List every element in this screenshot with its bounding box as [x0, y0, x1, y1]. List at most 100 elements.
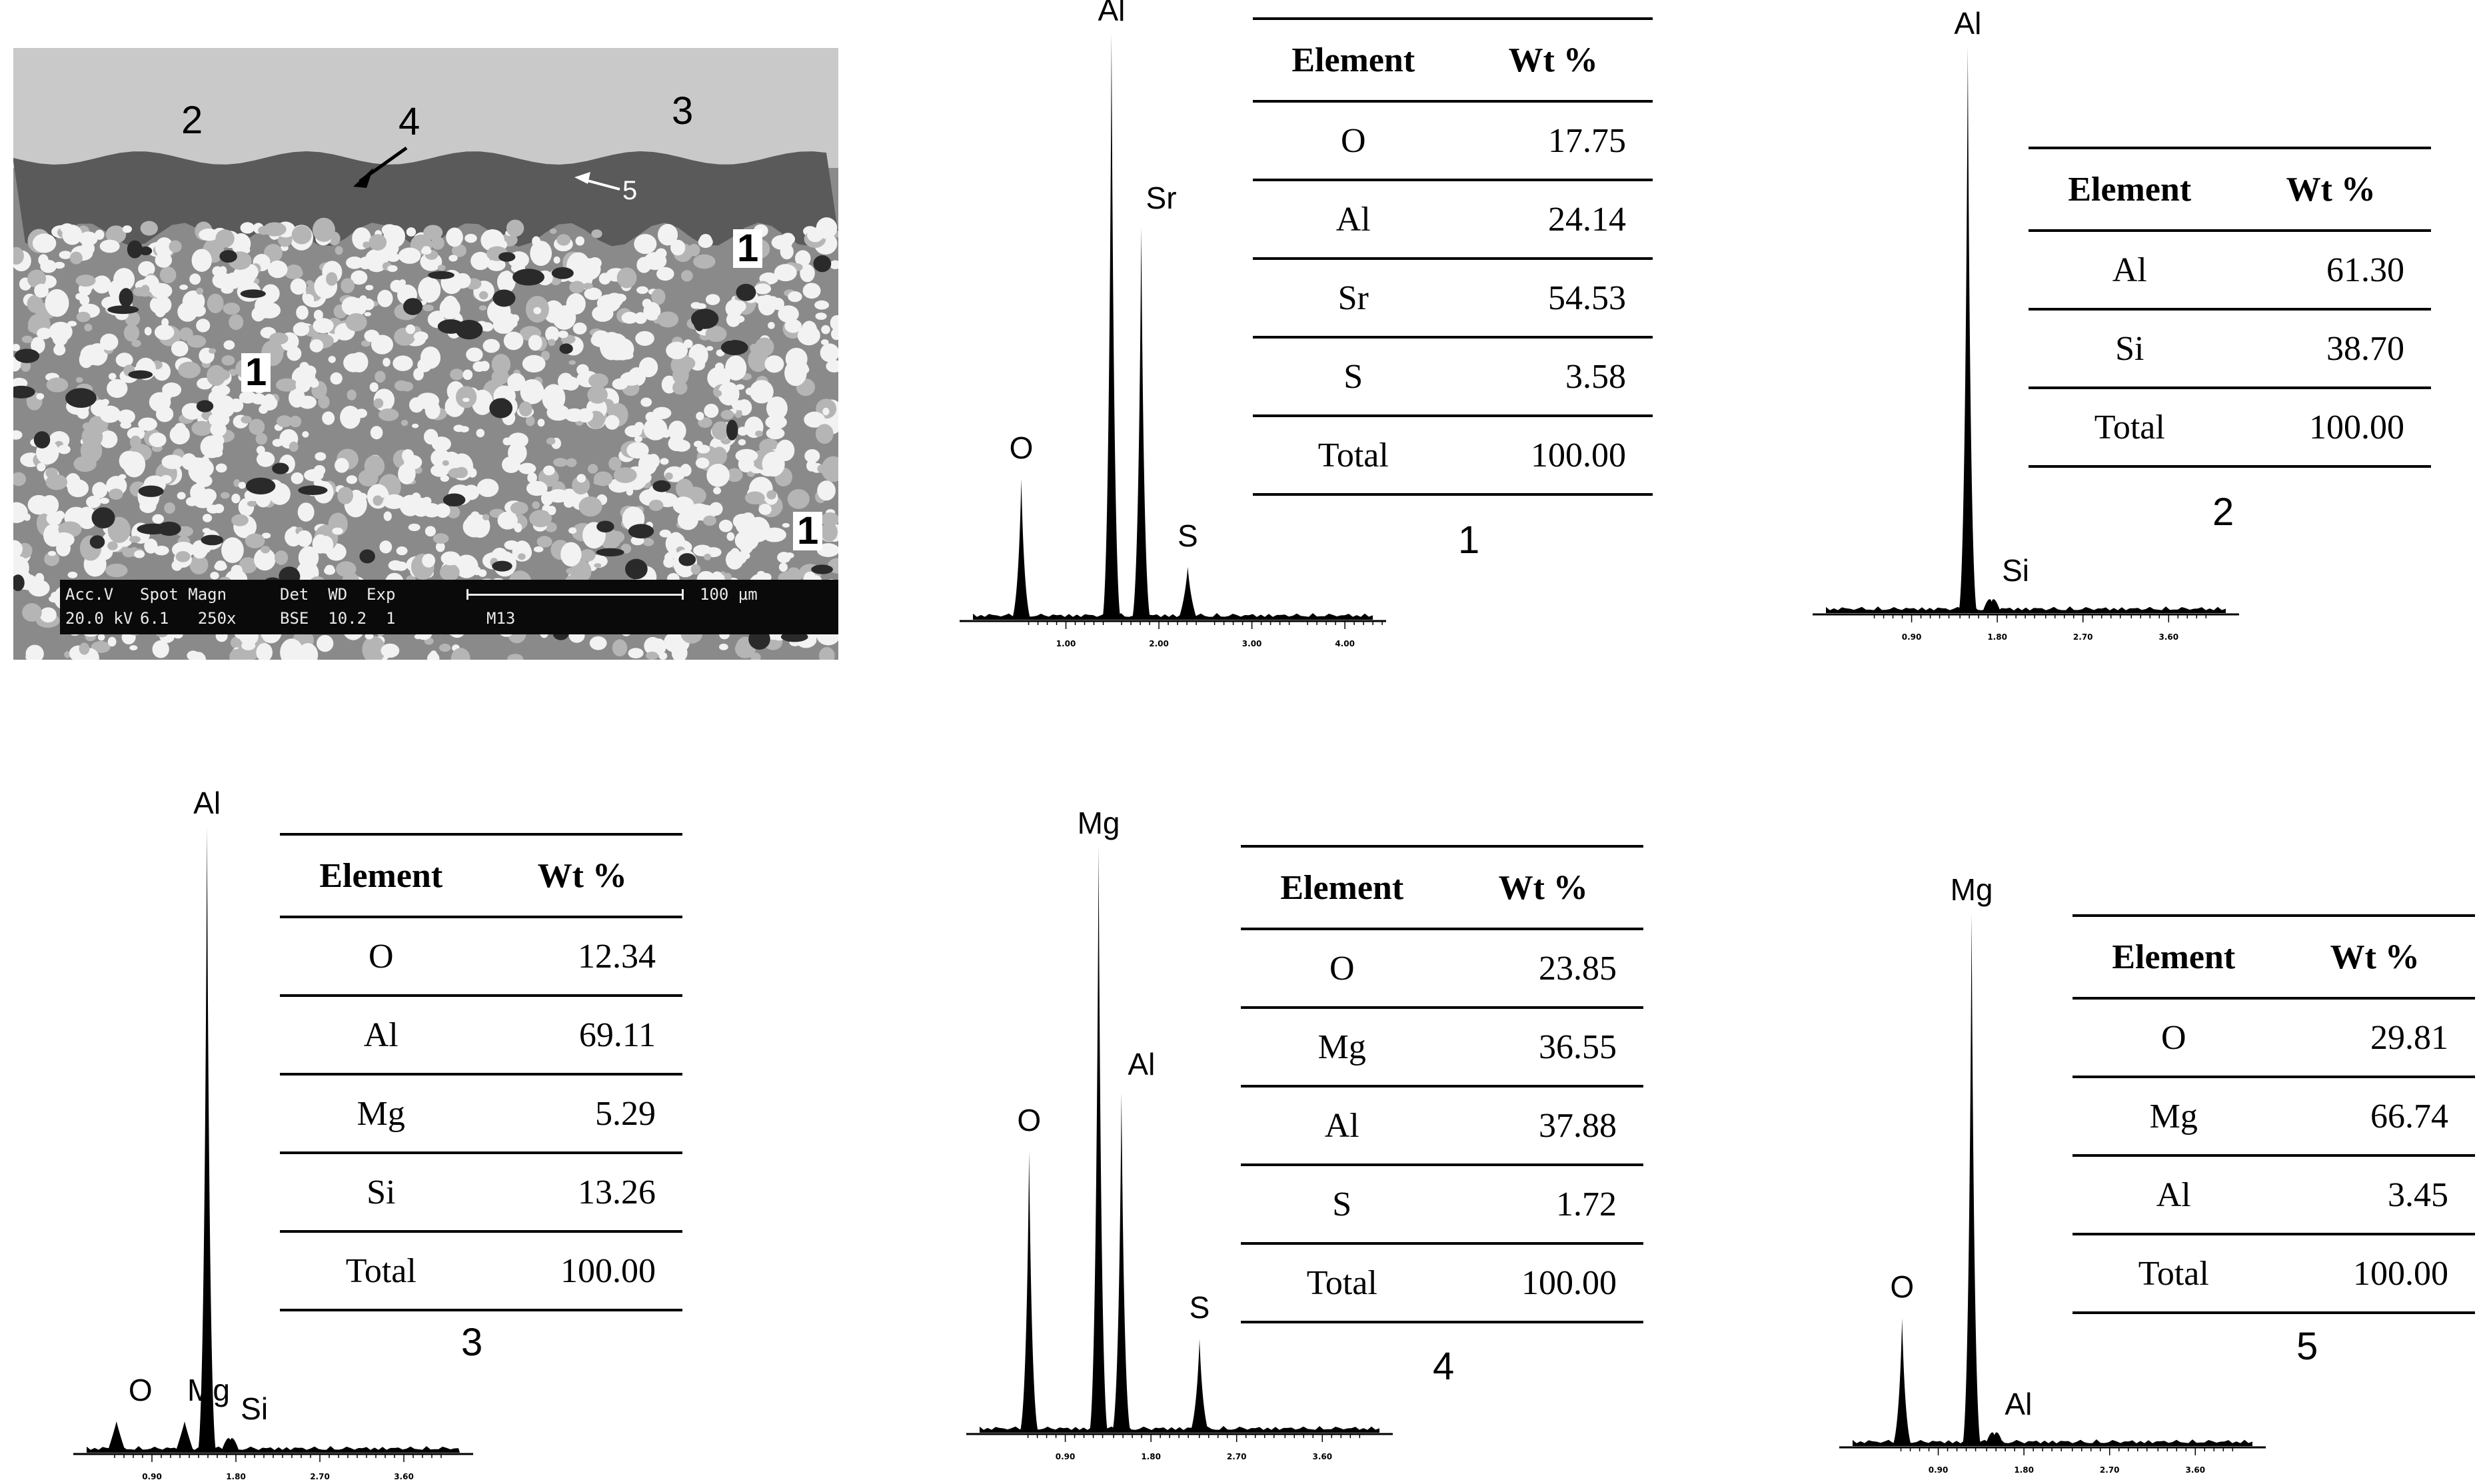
- table-row: Al 69.11: [280, 996, 682, 1076]
- tick-label: 1.80: [2014, 1465, 2034, 1475]
- spectrum-background: [1853, 1439, 2252, 1446]
- cell-wt: 100.00: [1453, 416, 1653, 496]
- spectrum-plot: 0.90 1.80 2.70 3.60: [966, 846, 1393, 1461]
- cell-wt: 100.00: [2274, 1234, 2475, 1314]
- sem-label-3: 3: [672, 89, 694, 133]
- cell-element: Al: [1253, 180, 1454, 260]
- cell-element: O: [280, 917, 482, 997]
- tick-label: 2.00: [1149, 639, 1169, 648]
- tick-label: 0.90: [142, 1472, 162, 1481]
- cell-element: Sr: [1253, 259, 1454, 339]
- table-header-element: Element: [1253, 17, 1454, 103]
- sem-image: [13, 48, 838, 660]
- spectrum-background: [973, 613, 1373, 620]
- table-row: S 1.72: [1241, 1165, 1643, 1245]
- eds-table-3: Element Wt % O 12.34 Al 69.11 Mg 5.29 Si 13.26 T…: [280, 833, 682, 1311]
- table-row: O 29.81: [2072, 998, 2475, 1078]
- table-row: Si 13.26: [280, 1153, 682, 1233]
- table-row: O 12.34: [280, 917, 682, 997]
- spectrum-peak: [197, 826, 217, 1453]
- tick-label: 4.00: [1335, 639, 1355, 648]
- cell-element: Mg: [280, 1074, 482, 1154]
- panel-number-1: 1: [1458, 518, 1480, 562]
- spectrum-background: [1826, 606, 2226, 613]
- table-row: Total 100.00: [280, 1231, 682, 1311]
- spectrum-peak: [1020, 1151, 1039, 1433]
- table-row: Al 3.45: [2072, 1155, 2475, 1235]
- cell-element: S: [1253, 337, 1454, 417]
- sem-label-2: 2: [181, 99, 203, 142]
- spectrum-peak: [175, 1421, 194, 1453]
- table-row: S 3.58: [1253, 337, 1653, 417]
- cell-element: Mg: [1241, 1008, 1443, 1088]
- table-row: Al 24.14: [1253, 180, 1653, 260]
- table-row: Mg 66.74: [2072, 1077, 2475, 1157]
- tick-label: 1.80: [1141, 1452, 1161, 1461]
- peak-label: Mg: [187, 1373, 230, 1407]
- peak-label: Sr: [1146, 181, 1177, 216]
- table-header-element: Element: [1241, 845, 1443, 930]
- peak-label: Al: [2005, 1387, 2033, 1421]
- cell-wt: 5.29: [482, 1074, 682, 1154]
- cell-wt: 3.58: [1453, 337, 1653, 417]
- table-row: Si 38.70: [2029, 309, 2431, 389]
- tick-label: 0.90: [1056, 1452, 1076, 1461]
- cell-wt: 37.88: [1443, 1086, 1643, 1166]
- tick-label: 1.80: [1987, 632, 2007, 642]
- cell-element: Al: [2029, 231, 2231, 311]
- databar-det-value: BSE 10.2 1: [280, 609, 396, 628]
- peak-label: Mg: [1077, 806, 1120, 840]
- spectrum-peak: [1012, 478, 1031, 620]
- databar-spot-value: 6.1 250x: [140, 609, 237, 628]
- table-row: Total 100.00: [1253, 416, 1653, 496]
- cell-element: Mg: [2072, 1077, 2275, 1157]
- databar-acc-value: 20.0 kV: [65, 609, 133, 628]
- tick-label: 0.90: [1902, 632, 1922, 642]
- sem-databar: Acc.V Spot Magn Det WD Exp 100 µm 20.0 k…: [60, 580, 838, 634]
- eds-table-5: Element Wt % O 29.81 Mg 66.74 Al 3.45 Total 100…: [2072, 914, 2475, 1314]
- cell-wt: 36.55: [1443, 1008, 1643, 1088]
- tick-label: 0.90: [1929, 1465, 1949, 1475]
- peak-label: S: [1189, 1290, 1210, 1325]
- cell-wt: 100.00: [2230, 388, 2431, 468]
- spectrum-peak: [1132, 227, 1151, 620]
- spectrum-peak: [1178, 566, 1198, 620]
- cell-wt: 17.75: [1453, 101, 1653, 181]
- spectrum-peak: [1985, 1432, 2004, 1446]
- cell-element: Al: [1241, 1086, 1443, 1166]
- table-header-wt: Wt %: [1443, 845, 1643, 930]
- cell-wt: 3.45: [2274, 1155, 2475, 1235]
- eds-spectrum-2: 0.90 1.80 2.70 3.60 Al Si: [1813, 8, 2252, 680]
- panel-number-4: 4: [1433, 1345, 1455, 1388]
- spectrum-background: [87, 1446, 460, 1453]
- spectrum-peak: [1190, 1339, 1209, 1433]
- spectrum-peak: [1089, 846, 1108, 1433]
- sem-label-5: 5: [622, 176, 638, 205]
- sem-label-1a: 1: [733, 229, 763, 268]
- cell-wt: 29.81: [2274, 998, 2475, 1078]
- spectrum-plot: 1.00 2.00 3.00 4.00: [960, 33, 1386, 648]
- table-header-element: Element: [2029, 147, 2231, 232]
- sem-micrograph: 2 3 4 5 1 1 1 Acc.V Spot Magn Det WD Exp…: [13, 48, 838, 660]
- cell-wt: 12.34: [482, 917, 682, 997]
- table-header-element: Element: [2072, 914, 2275, 1000]
- table-header-wt: Wt %: [1453, 17, 1653, 103]
- cell-element: Total: [280, 1231, 482, 1311]
- eds-table-1: Element Wt % O 17.75 Al 24.14 Sr 54.53 S 3.58 To…: [1253, 17, 1653, 496]
- table-row: O 17.75: [1253, 101, 1653, 181]
- table-header-wt: Wt %: [2230, 147, 2431, 232]
- tick-label: 2.70: [2100, 1465, 2120, 1475]
- cell-wt: 38.70: [2230, 309, 2431, 389]
- peak-label: O: [1017, 1102, 1042, 1137]
- eds-spectrum-4: 0.90 1.80 2.70 3.60 O Mg Al S: [966, 808, 1406, 1479]
- cell-wt: 1.72: [1443, 1165, 1643, 1245]
- cell-element: S: [1241, 1165, 1443, 1245]
- panel-number-5: 5: [2296, 1325, 2318, 1368]
- spectrum-peak: [1102, 33, 1121, 620]
- cell-element: Total: [1253, 416, 1454, 496]
- cell-element: Total: [2072, 1234, 2275, 1314]
- sem-label-1b: 1: [241, 353, 271, 392]
- peak-label: O: [1009, 430, 1034, 465]
- cell-element: Si: [2029, 309, 2231, 389]
- spectrum-peak: [1962, 913, 1981, 1446]
